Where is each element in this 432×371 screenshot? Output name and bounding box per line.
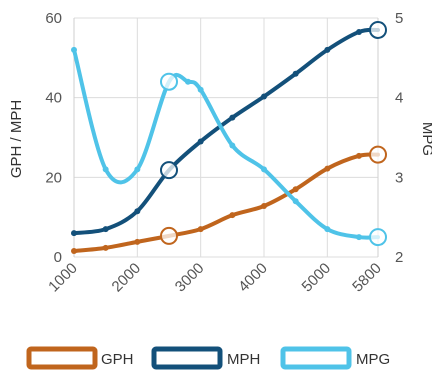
right-axis-title: MPG xyxy=(419,122,432,156)
left-tick-label: 20 xyxy=(45,169,62,186)
legend: GPH MPH MPG xyxy=(26,346,390,370)
data-point-mpg[interactable] xyxy=(71,46,77,53)
left-tick-label: 60 xyxy=(45,10,62,27)
data-point-gph[interactable] xyxy=(71,248,77,255)
x-tick-label: 3000 xyxy=(172,260,208,296)
legend-label-gph: GPH xyxy=(101,351,134,368)
data-point-gph[interactable] xyxy=(134,238,141,245)
legend-label-mph: MPH xyxy=(227,351,260,368)
data-point-mpg[interactable] xyxy=(324,226,331,233)
x-tick-label: 1000 xyxy=(45,260,81,296)
legend-item-mph[interactable]: MPH xyxy=(151,346,260,370)
left-tick-label: 0 xyxy=(54,249,62,266)
series-marker-mph[interactable] xyxy=(369,20,387,39)
series-line-mpg xyxy=(72,47,380,240)
data-point-mph[interactable] xyxy=(324,46,331,53)
data-point-mph[interactable] xyxy=(102,226,109,233)
data-point-mph[interactable] xyxy=(71,230,77,237)
data-point-mph[interactable] xyxy=(292,70,299,77)
series-marker-mpg[interactable] xyxy=(369,228,387,247)
series-marker-mpg[interactable] xyxy=(160,72,178,91)
right-tick-label: 5 xyxy=(395,10,403,27)
x-axis-ticks: 1000 2000 3000 4000 5000 5800 xyxy=(45,260,385,296)
series-line-gph xyxy=(72,152,380,254)
data-point-mpg[interactable] xyxy=(102,166,109,173)
data-point-mpg[interactable] xyxy=(356,234,362,241)
data-point-gph[interactable] xyxy=(356,152,362,159)
right-tick-label: 2 xyxy=(395,249,403,266)
data-point-mpg[interactable] xyxy=(292,198,299,205)
data-point-gph[interactable] xyxy=(261,203,267,210)
right-axis-ticks: 2 3 4 5 xyxy=(395,10,403,266)
series-line-mph xyxy=(72,27,380,236)
x-tick-label: 4000 xyxy=(235,260,271,296)
x-tick-label: 2000 xyxy=(109,260,145,296)
left-axis-title: GPH / MPH xyxy=(8,100,25,178)
series-marker-gph[interactable] xyxy=(160,226,178,245)
data-point-mpg[interactable] xyxy=(134,166,141,173)
data-point-gph[interactable] xyxy=(197,226,204,233)
right-tick-label: 3 xyxy=(395,169,403,186)
left-tick-label: 40 xyxy=(45,90,62,107)
left-axis-ticks: 0 20 40 60 xyxy=(45,10,62,266)
legend-item-gph[interactable]: GPH xyxy=(26,346,134,370)
x-tick-label: 5000 xyxy=(299,260,335,296)
series-lines xyxy=(71,27,380,255)
series-marker-gph[interactable] xyxy=(369,145,387,164)
data-point-mpg[interactable] xyxy=(261,166,267,173)
series-markers xyxy=(160,20,387,247)
x-tick-label: 5800 xyxy=(349,260,385,296)
data-point-gph[interactable] xyxy=(292,186,299,193)
data-point-mph[interactable] xyxy=(356,28,362,35)
data-point-gph[interactable] xyxy=(324,165,331,172)
data-point-mpg[interactable] xyxy=(185,78,191,85)
data-point-mpg[interactable] xyxy=(229,142,236,149)
right-tick-label: 4 xyxy=(395,90,403,107)
data-point-mph[interactable] xyxy=(197,138,204,145)
data-point-gph[interactable] xyxy=(102,244,109,251)
data-point-mph[interactable] xyxy=(261,93,267,100)
data-point-mph[interactable] xyxy=(134,208,141,215)
legend-item-mpg[interactable]: MPG xyxy=(280,346,390,370)
data-point-gph[interactable] xyxy=(229,212,236,219)
data-point-mph[interactable] xyxy=(229,114,236,121)
legend-label-mpg: MPG xyxy=(356,351,390,368)
series-marker-mph[interactable] xyxy=(160,161,178,180)
data-point-mpg[interactable] xyxy=(197,86,204,93)
